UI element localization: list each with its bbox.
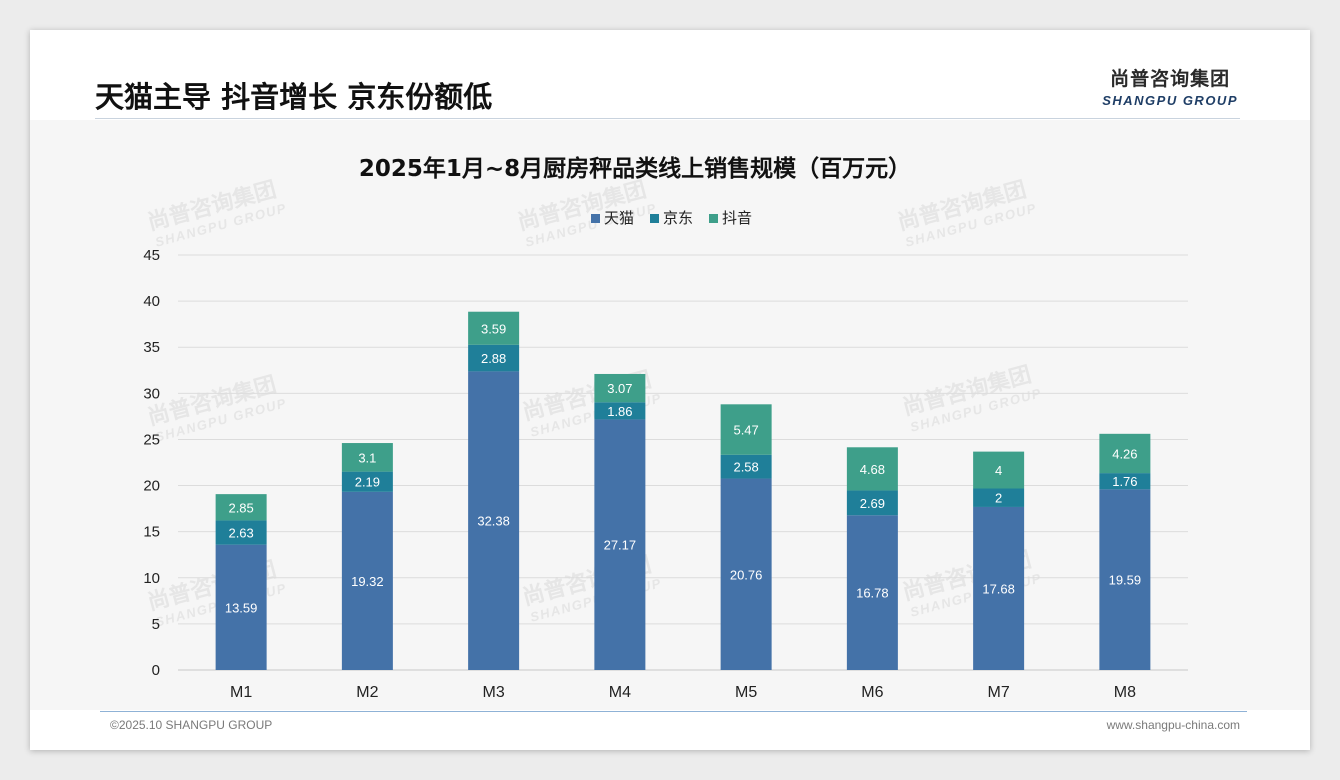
bar-segment (215, 520, 267, 545)
legend: 天猫 京东 抖音 (591, 209, 752, 227)
x-tick-label: M1 (230, 684, 252, 701)
slide: 天猫主导 抖音增长 京东份额低 尚普咨询集团 SHANGPU GROUP 尚普咨… (30, 30, 1310, 750)
bar-segment (594, 419, 646, 670)
bars: 13.59 2.63 2.85 19.32 2.19 3.1 32.38 2.88 3.59 27… (215, 311, 1151, 670)
bar-segment (341, 471, 393, 492)
company-logo: 尚普咨询集团 SHANGPU GROUP (1102, 64, 1238, 108)
data-label: 19.59 (1109, 573, 1142, 588)
bar-segment (1099, 489, 1151, 670)
bar-segment (973, 451, 1025, 489)
bar-segment (720, 454, 772, 479)
y-axis: 0 5 10 15 20 25 30 35 40 45 (143, 247, 160, 679)
bar-segment (846, 447, 898, 491)
data-label: 2.69 (860, 496, 885, 511)
legend-label: 天猫 (604, 209, 634, 227)
bar-segment (215, 494, 267, 521)
bar-segment (215, 544, 267, 670)
x-tick-label: M6 (861, 684, 883, 701)
data-label: 4.68 (860, 462, 885, 477)
x-tick-label: M2 (356, 684, 378, 701)
footer-copyright: ©2025.10 SHANGPU GROUP (110, 718, 273, 732)
bar-segment (720, 478, 772, 670)
footer-website: www.shangpu-china.com (1106, 718, 1240, 732)
chart-title: 2025年1月~8月厨房秤品类线上销售规模（百万元） (359, 155, 911, 182)
data-label: 4 (995, 463, 1002, 478)
data-label: 3.07 (607, 381, 632, 396)
x-tick-label: M7 (988, 684, 1010, 701)
x-tick-label: M5 (735, 684, 757, 701)
bar-segment (468, 344, 520, 372)
y-tick-label: 20 (143, 478, 160, 495)
y-tick-label: 0 (152, 662, 160, 679)
bar-segment (1099, 473, 1151, 490)
bar-segment (846, 515, 898, 670)
data-label: 2.85 (228, 500, 253, 515)
data-label: 4.26 (1112, 446, 1137, 461)
logo-en-text: SHANGPU GROUP (1102, 93, 1238, 108)
y-tick-label: 5 (152, 616, 160, 633)
footer-divider (100, 711, 1247, 712)
bar-segment (341, 443, 393, 472)
header-divider (95, 118, 1240, 119)
data-label: 2.58 (733, 460, 758, 475)
data-label: 2 (995, 491, 1002, 506)
data-label: 3.59 (481, 321, 506, 336)
bar-segment (720, 404, 772, 455)
bar-segment (973, 488, 1025, 507)
gridlines (178, 254, 1188, 671)
data-label: 1.76 (1112, 474, 1137, 489)
bar-segment (1099, 433, 1151, 474)
y-tick-label: 40 (143, 293, 160, 310)
bar-segment (468, 371, 520, 670)
legend-swatch (591, 214, 600, 223)
data-label: 20.76 (730, 567, 763, 582)
data-label: 5.47 (733, 423, 758, 438)
data-label: 3.1 (358, 450, 376, 465)
data-label: 27.17 (604, 538, 637, 553)
data-label: 32.38 (477, 514, 510, 529)
bar-segment (594, 402, 646, 420)
bar-segment (846, 490, 898, 516)
data-label: 17.68 (982, 581, 1015, 596)
bar-segment (594, 373, 646, 403)
x-tick-label: M8 (1114, 684, 1136, 701)
bar-segment (973, 506, 1025, 670)
y-tick-label: 15 (143, 524, 160, 541)
data-label: 1.86 (607, 404, 632, 419)
data-label: 2.63 (228, 526, 253, 541)
x-axis: M1 M2 M3 M4 M5 M6 M7 M8 (230, 684, 1136, 701)
legend-swatch (709, 214, 718, 223)
x-tick-label: M3 (483, 684, 505, 701)
data-label: 2.88 (481, 351, 506, 366)
bar-segment (341, 491, 393, 670)
y-tick-label: 30 (143, 385, 160, 402)
data-label: 16.78 (856, 586, 889, 601)
legend-swatch (650, 214, 659, 223)
y-tick-label: 25 (143, 431, 160, 448)
y-tick-label: 35 (143, 339, 160, 356)
y-tick-label: 45 (143, 247, 160, 264)
legend-label: 抖音 (722, 209, 752, 227)
data-label: 2.19 (355, 475, 380, 490)
data-label: 13.59 (225, 600, 258, 615)
logo-cn-text: 尚普咨询集团 (1110, 68, 1231, 90)
x-tick-label: M4 (609, 684, 631, 701)
legend-label: 京东 (663, 209, 693, 227)
y-tick-label: 10 (143, 570, 160, 587)
page-title: 天猫主导 抖音增长 京东份额低 (95, 80, 493, 114)
bar-segment (468, 311, 520, 345)
data-label: 19.32 (351, 574, 384, 589)
